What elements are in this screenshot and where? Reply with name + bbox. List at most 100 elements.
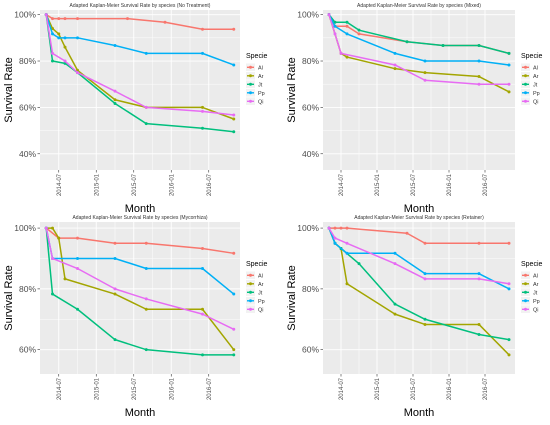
data-point-qi [51,51,54,55]
data-point-al [423,241,427,245]
legend-key-point [249,91,252,95]
data-point-qi [51,256,54,260]
data-point-ar [201,105,204,109]
data-point-jt [232,353,236,357]
data-point-qi [423,78,427,82]
legend-title: Specie [521,261,543,268]
data-point-al [339,226,343,230]
x-tick-label: 2015-07 [132,173,138,196]
data-point-pp [477,272,481,276]
chart-panel-1: Adapted Kaplan-Meier Survival Rate by sp… [3,3,268,215]
x-tick-label: 2016-07 [483,173,489,196]
data-point-jt [113,338,117,342]
data-point-jt [423,317,427,321]
data-point-jt [113,101,117,105]
plot-background [323,10,515,170]
legend-title: Specie [246,261,268,268]
plot-background [40,10,240,170]
chart-panel-4: Adapted Kaplan-Meier Survival Rate by sp… [286,215,543,419]
legend-label-pp: Pp [533,91,540,97]
y-tick-label: 100% [297,223,319,233]
y-tick-label: 100% [297,10,319,20]
legend-label-pp: Pp [533,299,540,305]
legend-title: Specie [246,53,268,60]
x-tick-label: 2014-07 [339,377,345,400]
data-point-qi [76,267,79,271]
y-tick-label: 80% [302,284,319,294]
data-point-ar [144,307,148,311]
data-point-jt [393,302,397,306]
data-point-jt [144,348,148,352]
data-point-al [201,27,204,31]
data-point-pp [76,256,79,260]
data-point-ar [57,32,61,36]
y-tick-label: 40% [19,149,36,159]
legend-key-point [524,290,527,294]
data-point-pp [333,241,337,245]
data-point-qi [327,13,331,17]
data-point-al [163,20,167,24]
chart-panel-2: Adapted Kaplan-Meier Survival Rate by sp… [286,3,543,215]
data-point-qi [144,105,148,109]
data-point-pp [201,51,204,55]
data-point-al [405,231,409,235]
data-point-ar [507,90,511,94]
legend-label-pp: Pp [258,91,265,97]
legend-label-jt: Jt [258,290,263,296]
y-tick-label: 60% [19,345,36,355]
data-point-qi [507,82,511,86]
data-point-jt [357,262,361,266]
data-point-ar [393,67,397,71]
legend-key-point [249,299,252,303]
data-point-ar [201,307,204,311]
legend-label-ar: Ar [258,282,264,288]
x-tick-label: 2015-07 [411,173,417,196]
data-point-jt [345,20,349,24]
y-tick-label: 100% [14,10,36,20]
data-point-qi [232,113,236,117]
legend-key-point [249,99,252,103]
data-point-pp [144,267,148,271]
data-point-pp [345,251,349,255]
data-point-ar [345,282,349,286]
legend-label-qi: Qi [533,307,539,313]
data-point-jt [441,43,445,47]
data-point-pp [57,36,61,40]
data-point-al [507,241,511,245]
x-tick-label: 2014-07 [339,173,345,196]
data-point-qi [232,327,236,331]
legend-key-point [249,282,252,286]
data-point-pp [113,43,117,47]
legend-label-ar: Ar [533,74,539,80]
legend-key-point [249,290,252,294]
y-axis-title: Survival Rate [286,265,298,330]
legend-key-point [524,299,527,303]
x-tick-label: 2015-07 [411,377,417,400]
legend-key-point [524,91,527,95]
legend-key-point [524,273,527,277]
data-point-pp [477,59,481,63]
data-point-jt [333,20,337,24]
data-point-pp [333,24,337,28]
data-point-al [345,226,349,230]
legend-key-point [249,65,252,69]
x-axis-title: Month [125,203,156,215]
data-point-jt [477,332,481,336]
data-point-ar [507,353,511,357]
data-point-qi [327,226,331,230]
data-point-qi [477,277,481,281]
data-point-pp [507,287,511,291]
data-point-pp [51,32,54,36]
data-point-qi [44,226,48,230]
y-tick-label: 40% [302,149,319,159]
data-point-al [477,241,481,245]
chart-title: Adapted Kaplan-Meier Survival Rate by sp… [70,3,211,9]
data-point-al [57,17,61,21]
legend-label-qi: Qi [258,99,264,105]
x-tick-label: 2016-07 [207,377,213,400]
chart-title: Adapted Kaplan-Meier Survival Rate by sp… [357,3,481,9]
data-point-jt [76,307,79,311]
data-point-qi [63,59,67,63]
legend-label-al: Al [258,65,263,71]
